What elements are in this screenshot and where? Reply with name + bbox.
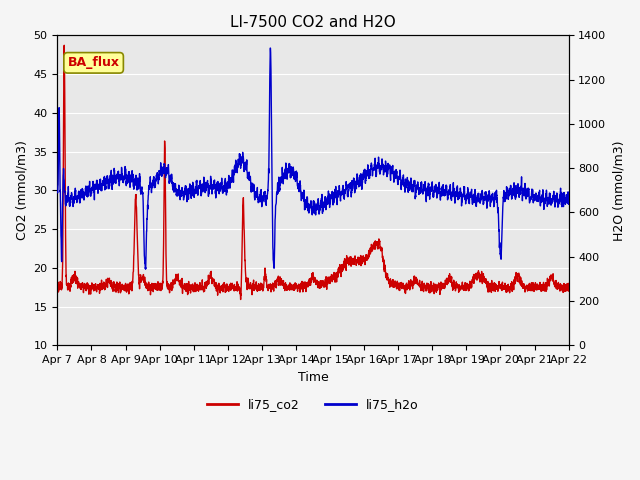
Y-axis label: CO2 (mmol/m3): CO2 (mmol/m3)	[15, 140, 28, 240]
Title: LI-7500 CO2 and H2O: LI-7500 CO2 and H2O	[230, 15, 396, 30]
Legend: li75_co2, li75_h2o: li75_co2, li75_h2o	[202, 394, 424, 417]
Y-axis label: H2O (mmol/m3): H2O (mmol/m3)	[612, 140, 625, 240]
X-axis label: Time: Time	[298, 371, 328, 384]
Text: BA_flux: BA_flux	[68, 56, 120, 69]
